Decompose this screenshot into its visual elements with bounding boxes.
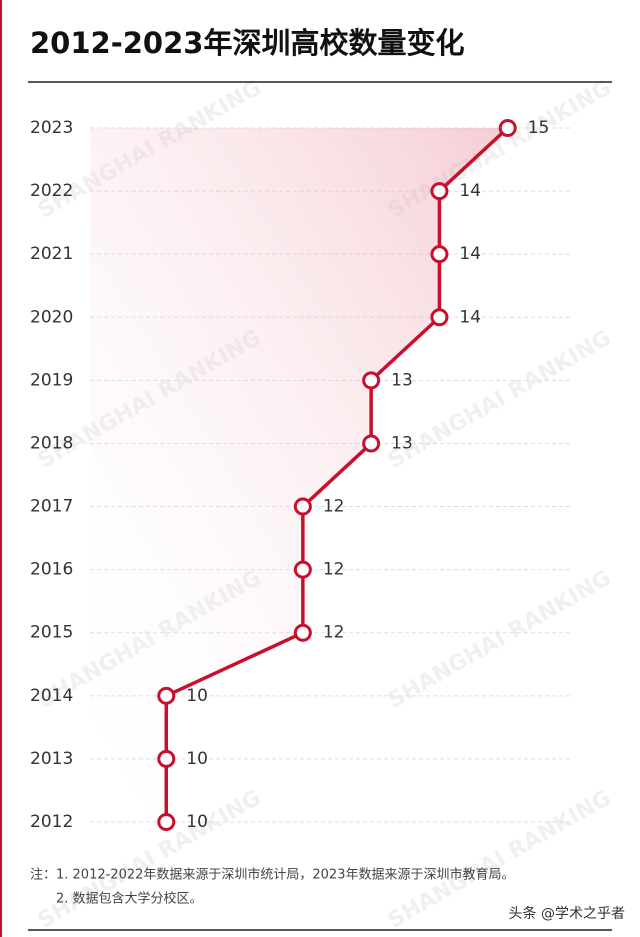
- value-label: 12: [323, 623, 345, 643]
- value-label: 13: [391, 370, 413, 390]
- line: [164, 126, 509, 822]
- point: [293, 623, 312, 642]
- value-label: 10: [186, 686, 208, 706]
- note: 2. 数据包含大学分校区。: [56, 891, 203, 907]
- point: [498, 119, 517, 137]
- value-label: 12: [323, 497, 345, 517]
- value-label: 10: [186, 749, 208, 769]
- plot: 2012 2013 2014 2015 2016 2017 2018 2019 2020 2021…: [30, 118, 572, 832]
- point: [430, 182, 449, 201]
- value-label: 14: [459, 307, 481, 327]
- point: [362, 434, 381, 453]
- y-tick-label: 2023: [30, 118, 73, 138]
- point: [430, 245, 449, 264]
- y-tick-label: 2016: [30, 560, 73, 580]
- value-label: 14: [459, 181, 481, 201]
- y-tick-label: 2022: [30, 181, 73, 201]
- credit: 头条 @学术之乎者: [509, 905, 625, 922]
- note: 注：1. 2012-2022年数据来源于深圳市统计局，2023年数据来源于深圳市…: [30, 867, 514, 883]
- y-tick-label: 2015: [30, 623, 73, 643]
- chart-title: 2012-2023年深圳高校数量变化: [30, 26, 464, 60]
- y-tick-label: 2020: [30, 307, 73, 327]
- y-tick-label: 2017: [30, 497, 73, 517]
- point: [157, 686, 176, 705]
- y-tick-label: 2019: [30, 370, 73, 390]
- y-tick-label: 2012: [30, 812, 73, 832]
- point: [293, 560, 312, 579]
- y-tick-label: 2021: [30, 244, 73, 264]
- value-label: 12: [323, 560, 345, 580]
- point: [157, 813, 176, 831]
- value-label: 15: [528, 118, 550, 138]
- area: [90, 128, 508, 822]
- value-label: 10: [186, 812, 208, 832]
- y-tick-label: 2013: [30, 749, 73, 769]
- value-label: 13: [391, 433, 413, 453]
- point: [362, 371, 381, 390]
- point: [293, 497, 312, 516]
- y-tick-label: 2018: [30, 433, 73, 453]
- y-tick-label: 2014: [30, 686, 73, 706]
- point: [157, 749, 176, 768]
- point: [430, 308, 449, 327]
- value-label: 14: [459, 244, 481, 264]
